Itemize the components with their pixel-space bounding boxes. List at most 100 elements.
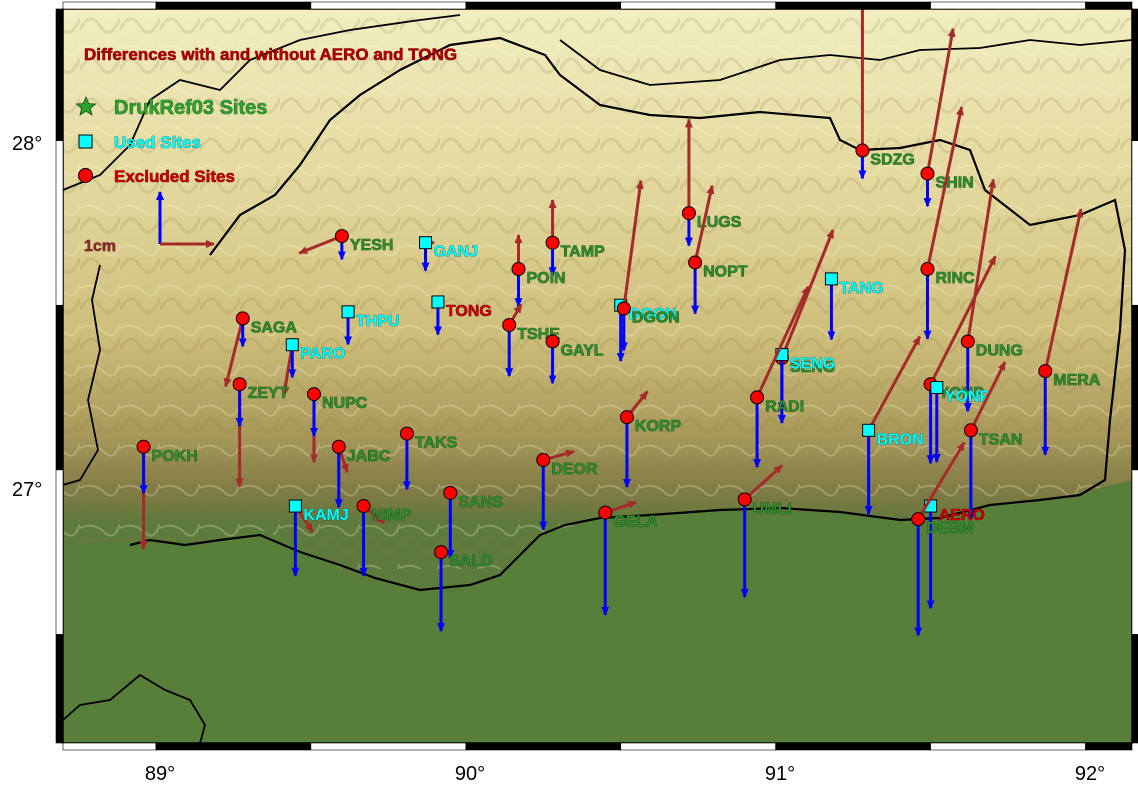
site-sans[interactable]: SANS [443,485,503,559]
excluded-site-marker [750,390,765,405]
horizontal-diff-arrow [1043,208,1084,372]
excluded-site-marker [911,512,926,527]
site-nimp[interactable]: NIMP [356,499,412,577]
site-kamj[interactable]: KAMJ [288,499,349,577]
excluded-site-marker [511,262,526,277]
site-label: RADI [765,398,804,415]
site-label: DUNG [976,342,1023,359]
frame-tick-left [55,469,64,635]
site-korp[interactable]: KORP [619,390,682,488]
site-seng[interactable]: SENG [775,348,836,412]
excluded-site-marker [536,452,551,467]
site-deor[interactable]: DEOR [536,449,598,531]
frame-tick-top [620,1,776,10]
border-northeast [559,39,1132,86]
frame-tick-top [930,1,1086,10]
site-aero[interactable]: AERO [924,499,985,610]
site-label: KORP [635,418,682,435]
frame-tick-top [1085,1,1133,10]
site-nopt[interactable]: NOPT [688,184,748,315]
excluded-site-marker [545,235,560,250]
site-sdzg[interactable]: SDZG [855,0,915,180]
site-label: BRON [877,431,924,448]
site-label: LUGS [697,214,742,231]
site-nupc[interactable]: NUPC [306,387,368,464]
site-label: SAGA [251,319,298,336]
site-zeyt[interactable]: ZEYT [232,377,289,488]
site-yonp[interactable]: YONP [930,381,991,463]
excluded-site-marker [960,334,975,349]
used-site-marker [285,338,299,352]
frame-tick-right [1131,304,1138,471]
site-umli[interactable]: UMLI [737,464,792,599]
site-yesh[interactable]: YESH [298,229,394,261]
frame-tick-left [55,634,64,744]
frame-tick-bottom [1085,742,1133,751]
site-label: YONP [939,385,985,402]
site-tsan[interactable]: TSAN [963,361,1023,520]
horizontal-diff-arrow [926,27,956,174]
frame-tick-bottom [620,742,776,751]
plains [63,480,1132,743]
site-radi[interactable]: RADI [750,285,810,469]
site-saga[interactable]: SAGA [223,311,298,388]
site-mera[interactable]: MERA [1038,208,1101,456]
site-jabc[interactable]: JABC [331,439,391,509]
site-label: POKH [152,448,198,465]
site-label: NIMP [372,507,412,524]
excluded-site-marker [434,545,449,560]
site-bron[interactable]: BRON [862,335,924,515]
site-tong[interactable]: TONG [431,295,492,336]
excluded-site-marker [963,423,978,438]
map-title: Differences with and without AERO and TO… [84,45,457,64]
legend-used-label: Used Sites [114,133,201,152]
site-sald[interactable]: SALD [434,545,493,633]
site-tamp[interactable]: TAMP [545,199,605,277]
site-ganj[interactable]: GANJ [419,236,478,272]
site-gela[interactable]: GELA [598,500,658,616]
site-dung[interactable]: DUNG [960,178,1023,413]
site-dgon[interactable]: DGON [614,298,677,363]
site-lugs[interactable]: LUGS [681,118,742,247]
site-label: TSAN [979,431,1023,448]
site-paro[interactable]: PARO [281,338,346,397]
site-label: DGON [632,310,680,327]
site-label: YESH [350,237,394,254]
site-tang[interactable]: TANG [824,272,884,341]
excluded-site-marker [331,439,346,454]
site-thpu[interactable]: THPU [341,305,400,346]
site-rinc[interactable]: RINC [920,106,975,340]
excluded-site-marker [334,229,349,244]
site-label: TANG [839,280,883,297]
frame-tick-top [310,1,467,10]
frame-tick-bottom [155,742,312,751]
frame-tick-top [62,1,157,10]
frame-tick-bottom [62,742,157,751]
country-border [129,36,1127,592]
horizontal-diff-arrow [867,335,922,432]
site-gayl[interactable]: GAYL [545,334,604,385]
x-tick-89: 89° [145,763,175,785]
site-label: GANJ [434,244,478,261]
border-southwest [63,673,206,743]
frame-tick-bottom [775,742,931,751]
site-label: PARO [300,346,345,363]
site-label: GELA [613,514,658,531]
site-label: JABC [347,448,391,465]
used-site-marker [862,423,876,437]
y-tick-28: 28° [12,133,42,155]
site-dgon[interactable]: DGON [616,179,680,352]
site-poin[interactable]: POIN [511,233,566,308]
excluded-site-marker [136,439,151,454]
site-taks[interactable]: TAKS [399,426,458,491]
border-west [63,264,101,486]
frame-tick-right [1131,469,1138,635]
x-tick-91: 91° [765,763,795,785]
site-label: THPU [356,313,400,330]
site-label: KAMJ [303,507,348,524]
excluded-site-marker [681,206,696,221]
site-pokh[interactable]: POKH [136,439,198,551]
site-debm[interactable]: DEBM [911,441,974,637]
frame-tick-bottom [930,742,1086,751]
excluded-site-marker [598,505,613,520]
